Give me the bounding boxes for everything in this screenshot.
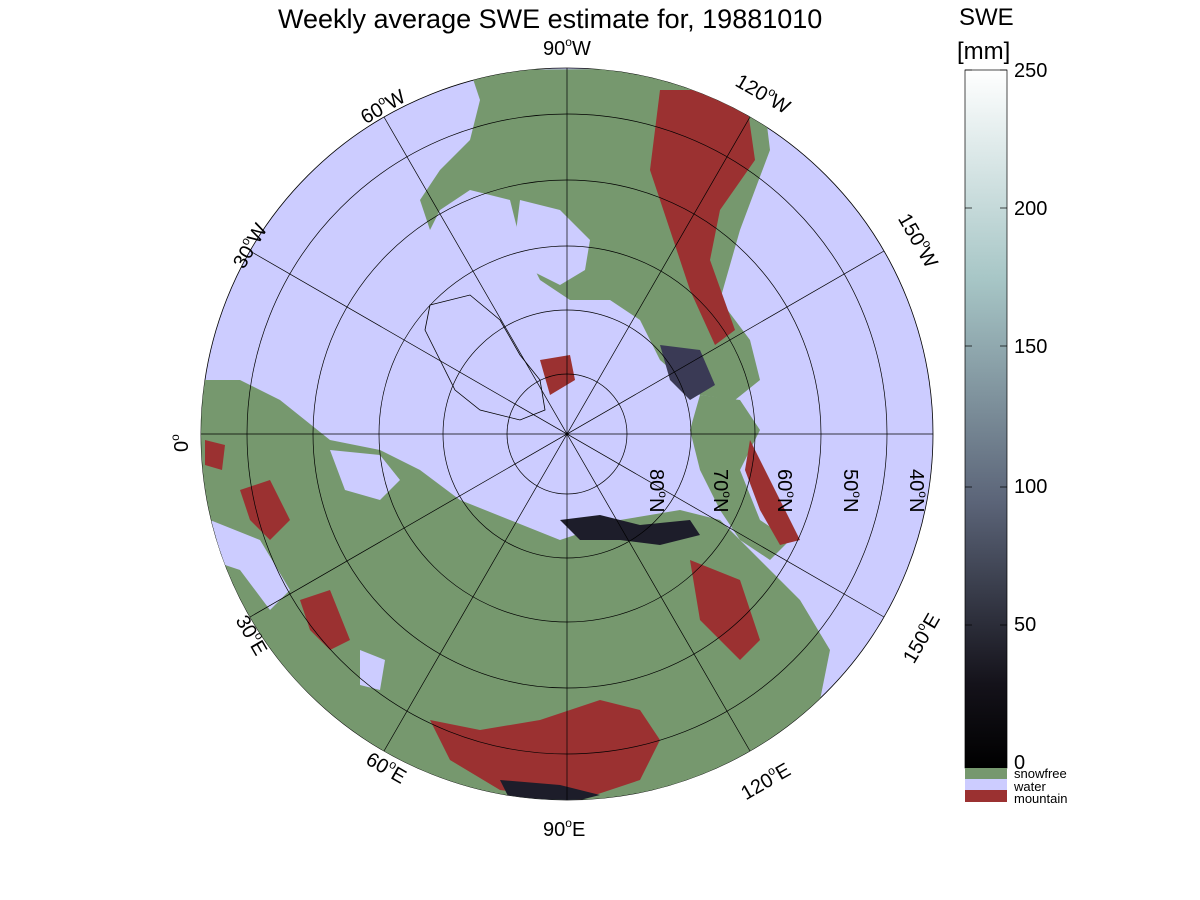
lon-label-150w: 150oW (893, 208, 944, 272)
colorbar-tick-50: 50 (1014, 614, 1037, 636)
graticule (201, 68, 933, 800)
colorbar-snowfree-swatch (965, 768, 1007, 779)
lon-label-0: 0o (168, 434, 193, 452)
lon-label-90e: 90oE (543, 816, 585, 841)
lat-label-50n: 50oN (839, 469, 864, 512)
colorbar-unit: [mm] (957, 38, 1011, 65)
greenland (424, 294, 546, 421)
mediterranean-sea (210, 520, 290, 610)
alaska-mountains (745, 440, 800, 545)
colorbar-mountain-swatch (965, 790, 1007, 802)
alps-mountains (240, 480, 290, 540)
lat-label-60n: 60oN (773, 469, 798, 512)
lon-label-90w: 90oW (543, 35, 591, 60)
map-title: Weekly average SWE estimate for, 1988101… (278, 4, 823, 34)
lat-label-80n: 80oN (645, 469, 670, 512)
baltic-sea (330, 450, 400, 500)
landmasses (201, 68, 830, 800)
caspian-sea (360, 650, 385, 690)
colorbar-water-swatch (965, 779, 1007, 790)
siberia-mountains (690, 560, 760, 660)
colorbar (964, 69, 1008, 802)
snow-bering (660, 345, 715, 400)
iberia-mountains (205, 440, 225, 470)
lon-label-150e: 150oE (897, 608, 945, 667)
caucasus-mountains (300, 590, 350, 650)
colorbar-tick-150: 150 (1014, 336, 1048, 358)
lon-label-120e: 120oE (736, 756, 795, 804)
lon-label-120w: 120oW (732, 68, 796, 119)
alaska-land (690, 395, 790, 560)
colorbar-label-snowfree: snowfree (1014, 766, 1067, 781)
colorbar-title: SWE (959, 4, 1014, 31)
colorbar-gradient (964, 69, 1008, 769)
colorbar-tick-200: 200 (1014, 198, 1048, 220)
colorbar-label-mountain: mountain (1014, 791, 1068, 806)
hudson-bay (515, 200, 590, 285)
central-asia-mountains (430, 700, 660, 800)
colorbar-tick-250: 250 (1014, 60, 1048, 82)
colorbar-tick-100: 100 (1014, 476, 1048, 498)
lat-label-40n: 40oN (905, 469, 930, 512)
colorbar-label-water: water (1014, 779, 1046, 794)
colorbar-tick-0: 0 (1014, 752, 1026, 774)
lat-label-70n: 70oN (709, 469, 734, 512)
latitude-labels: 80oN 70oN 60oN 50oN 40oN (645, 469, 930, 512)
snow-siberia (560, 515, 700, 545)
